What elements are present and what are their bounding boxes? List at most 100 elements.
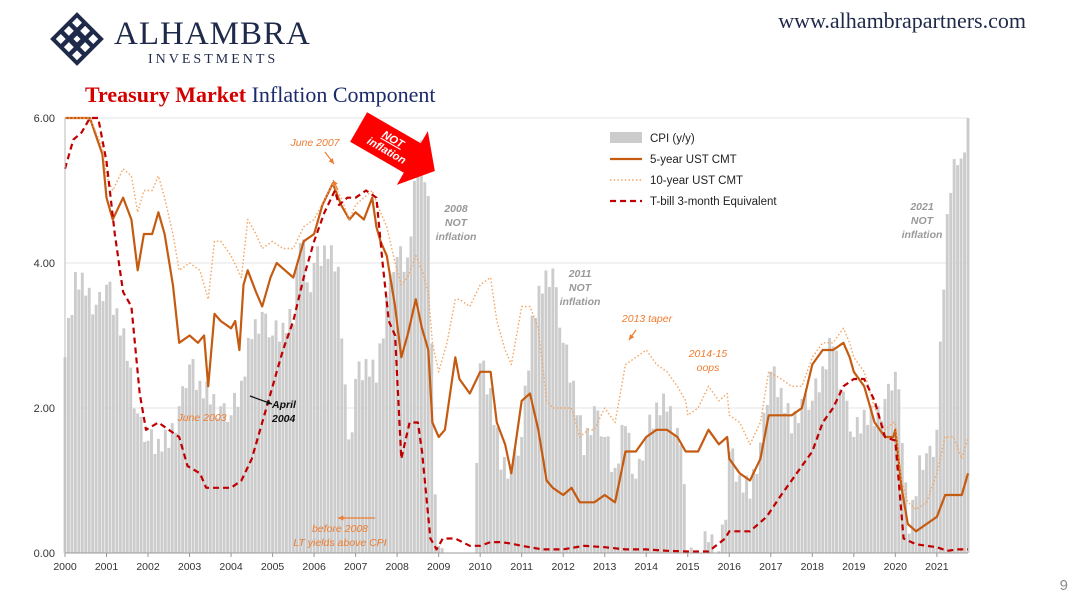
cpi-bar bbox=[233, 392, 236, 553]
cpi-bar bbox=[790, 433, 793, 553]
cpi-bar bbox=[312, 263, 316, 553]
cpi-bar bbox=[537, 285, 541, 553]
cpi-bar bbox=[174, 432, 178, 553]
cpi-bar bbox=[267, 337, 271, 553]
cpi-bar bbox=[893, 371, 897, 553]
cpi-bar bbox=[198, 380, 202, 553]
cpi-bar bbox=[648, 414, 652, 553]
cpi-bar bbox=[136, 413, 140, 553]
y-tick-label: 6.00 bbox=[34, 113, 55, 125]
cpi-bar bbox=[717, 551, 721, 553]
cpi-bar bbox=[624, 426, 627, 553]
cpi-bar bbox=[945, 214, 949, 553]
cpi-bar bbox=[437, 545, 441, 553]
cpi-bar bbox=[938, 341, 942, 553]
cpi-bar bbox=[77, 289, 81, 553]
cpi-bar bbox=[132, 408, 136, 553]
x-tick-label: 2008 bbox=[385, 561, 409, 573]
cpi-bar bbox=[215, 418, 219, 553]
cpi-bar bbox=[343, 384, 347, 553]
cpi-bar bbox=[278, 341, 281, 553]
cpi-bar bbox=[918, 455, 922, 553]
cpi-bar bbox=[876, 406, 880, 553]
cpi-bar bbox=[291, 324, 295, 553]
annotation-label: 2021 bbox=[909, 201, 934, 213]
cpi-bar bbox=[309, 292, 313, 553]
cpi-bar bbox=[423, 182, 427, 554]
cpi-bar bbox=[340, 338, 344, 553]
cpi-bar bbox=[368, 376, 371, 553]
series-line bbox=[65, 116, 970, 533]
cpi-bar bbox=[925, 453, 928, 553]
cpi-bar bbox=[769, 371, 773, 553]
cpi-bar bbox=[952, 159, 956, 554]
cpi-bar bbox=[665, 411, 669, 553]
x-tick-label: 2010 bbox=[468, 561, 492, 573]
cpi-bar bbox=[592, 406, 596, 553]
cpi-bar bbox=[890, 390, 894, 553]
cpi-bar bbox=[319, 265, 323, 553]
cpi-bar bbox=[246, 337, 250, 553]
cpi-bar bbox=[651, 428, 655, 553]
series-lines bbox=[63, 116, 970, 553]
x-tick-label: 2009 bbox=[427, 561, 451, 573]
annotation-label: NOT bbox=[445, 217, 469, 229]
pointer-arrowhead bbox=[338, 515, 344, 521]
y-tick-label: 0.00 bbox=[34, 548, 55, 560]
cpi-bar bbox=[475, 462, 479, 553]
cpi-bar bbox=[316, 246, 320, 553]
cpi-bar bbox=[108, 281, 112, 553]
cpi-bar bbox=[329, 245, 333, 553]
cpi-bar bbox=[281, 322, 285, 553]
cpi-bar bbox=[240, 380, 243, 553]
cpi-bar bbox=[146, 440, 150, 553]
cpi-bar bbox=[392, 272, 396, 553]
cpi-bar bbox=[509, 464, 513, 553]
series-line bbox=[63, 116, 968, 553]
cpi-bar bbox=[326, 258, 330, 553]
cpi-bar bbox=[921, 469, 925, 553]
cpi-bar bbox=[959, 158, 963, 553]
cpi-bar bbox=[634, 478, 638, 553]
cpi-bar bbox=[288, 308, 292, 553]
cpi-bar bbox=[862, 409, 866, 553]
cpi-bar bbox=[125, 360, 129, 553]
cpi-bar bbox=[554, 287, 558, 553]
cpi-bar bbox=[236, 406, 240, 553]
cpi-bar bbox=[298, 243, 302, 553]
annotation-label: April bbox=[271, 399, 297, 411]
cpi-bar bbox=[98, 292, 102, 553]
annotation-label: June 2003 bbox=[176, 412, 226, 424]
annotation-label: oops bbox=[697, 362, 721, 374]
cpi-bar bbox=[644, 437, 648, 553]
cpi-bar bbox=[412, 180, 416, 554]
cpi-bar bbox=[426, 195, 430, 553]
cpi-bar bbox=[741, 492, 745, 553]
annotation-label: LT yields above CPI bbox=[293, 537, 386, 549]
pointer-arrowhead bbox=[629, 334, 635, 340]
cpi-bar bbox=[949, 192, 953, 553]
cpi-bar bbox=[260, 311, 264, 553]
cpi-bar bbox=[395, 256, 399, 553]
cpi-bar bbox=[492, 424, 496, 553]
cpi-bar bbox=[838, 389, 842, 553]
cpi-bar bbox=[205, 381, 209, 553]
cpi-bar bbox=[354, 379, 358, 553]
cpi-bar bbox=[523, 385, 527, 553]
cpi-bar bbox=[579, 415, 582, 553]
cpi-bar bbox=[824, 369, 828, 553]
cpi-bar bbox=[585, 427, 589, 553]
cpi-bar bbox=[679, 445, 683, 553]
cpi-bar bbox=[122, 328, 126, 553]
cpi-bar bbox=[935, 429, 939, 553]
x-tick-label: 2014 bbox=[635, 561, 659, 573]
cpi-bar bbox=[302, 239, 306, 553]
cpi-bar bbox=[323, 245, 326, 553]
x-tick-label: 2021 bbox=[925, 561, 949, 573]
cpi-bar bbox=[869, 405, 873, 553]
cpi-bar bbox=[810, 400, 814, 553]
legend-label: CPI (y/y) bbox=[650, 133, 695, 145]
cpi-bar bbox=[797, 423, 800, 553]
